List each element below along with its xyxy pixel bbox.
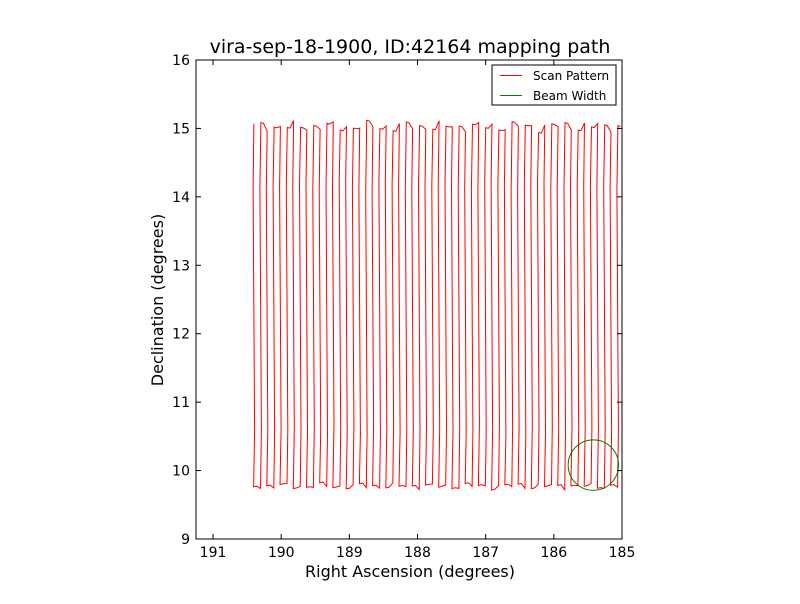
legend-box [491,64,617,106]
beam-width-circle [567,439,620,491]
x-tick-label: 189 [336,545,363,561]
x-axis-label: Right Ascension (degrees) [305,562,515,581]
y-tick-label: 9 [181,532,190,548]
x-tick-label: 186 [540,545,567,561]
plot-content [252,119,621,492]
scan-pattern-line [252,119,621,492]
y-tick-label: 12 [172,327,190,343]
legend: Scan Pattern Beam Width [491,64,617,106]
y-tick-label: 13 [172,258,190,274]
x-tick-label: 191 [200,545,227,561]
legend-label-scan-pattern: Scan Pattern [533,69,609,83]
y-tick-label: 14 [172,190,190,206]
y-axis-label: Declination (degrees) [148,214,167,386]
x-tick-label: 187 [472,545,499,561]
x-axis-ticks: 191 190 189 188 187 186 185 [200,60,636,561]
y-tick-label: 10 [172,464,190,480]
y-tick-label: 11 [172,395,190,411]
y-tick-label: 16 [172,53,190,69]
y-axis-ticks: 9 10 11 12 13 14 15 16 [172,53,622,548]
x-tick-label: 185 [609,545,636,561]
chart-title: vira-sep-18-1900, ID:42164 mapping path [210,36,611,58]
y-tick-label: 15 [172,121,190,137]
legend-label-beam-width: Beam Width [533,89,606,103]
x-tick-label: 190 [268,545,295,561]
plot-frame [195,59,623,540]
x-tick-label: 188 [404,545,431,561]
